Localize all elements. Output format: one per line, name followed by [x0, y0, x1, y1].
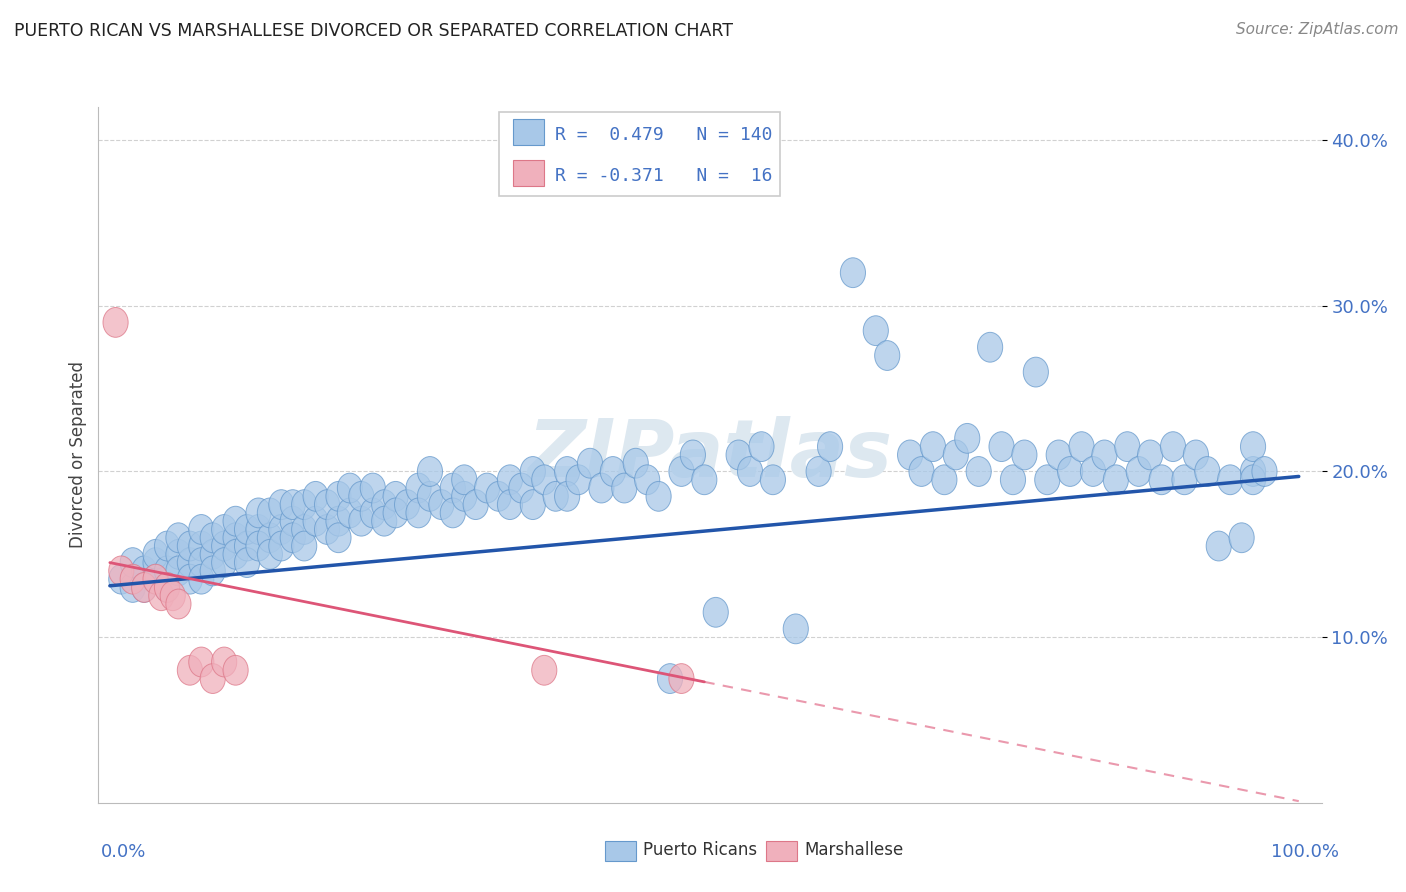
Text: ZIPatlas: ZIPatlas	[527, 416, 893, 494]
Text: Source: ZipAtlas.com: Source: ZipAtlas.com	[1236, 22, 1399, 37]
Text: 0.0%: 0.0%	[101, 843, 146, 861]
Text: PUERTO RICAN VS MARSHALLESE DIVORCED OR SEPARATED CORRELATION CHART: PUERTO RICAN VS MARSHALLESE DIVORCED OR …	[14, 22, 733, 40]
Y-axis label: Divorced or Separated: Divorced or Separated	[69, 361, 87, 549]
Text: Puerto Ricans: Puerto Ricans	[643, 841, 756, 859]
Text: Marshallese: Marshallese	[804, 841, 904, 859]
Text: R = -0.371   N =  16: R = -0.371 N = 16	[555, 167, 773, 185]
Text: R =  0.479   N = 140: R = 0.479 N = 140	[555, 126, 773, 144]
Text: 100.0%: 100.0%	[1271, 843, 1339, 861]
